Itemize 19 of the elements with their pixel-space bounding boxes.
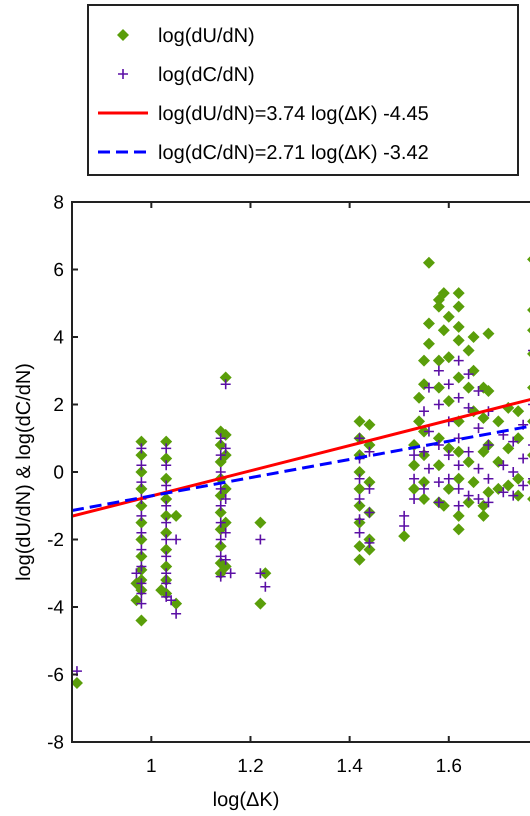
- x-tick-label: 1: [146, 756, 157, 777]
- y-tick-label: -6: [47, 665, 64, 686]
- y-axis-title: log(dU/dN) & log(dC/dN): [13, 363, 35, 581]
- y-tick-label: 6: [53, 260, 64, 282]
- y-tick-label: 8: [53, 192, 64, 214]
- legend-label: log(dU/dN)=3.74 log(ΔK) -4.45: [158, 103, 429, 125]
- y-tick-label: 0: [53, 462, 64, 484]
- x-tick-label: 1.2: [237, 756, 264, 777]
- y-tick-label: 4: [53, 328, 64, 349]
- legend-label: log(dU/dN): [158, 25, 255, 47]
- y-tick-label: -8: [47, 732, 64, 754]
- x-tick-label: 1.4: [336, 756, 364, 777]
- x-axis-title: log(ΔK): [212, 789, 280, 811]
- legend-label: log(dC/dN): [158, 64, 255, 86]
- legend-label: log(dC/dN)=2.71 log(ΔK) -3.42: [158, 142, 429, 164]
- x-tick-label: 1.6: [436, 756, 462, 777]
- y-tick-label: -4: [47, 598, 64, 619]
- y-tick-label: 2: [53, 395, 64, 416]
- y-tick-label: -2: [47, 530, 64, 552]
